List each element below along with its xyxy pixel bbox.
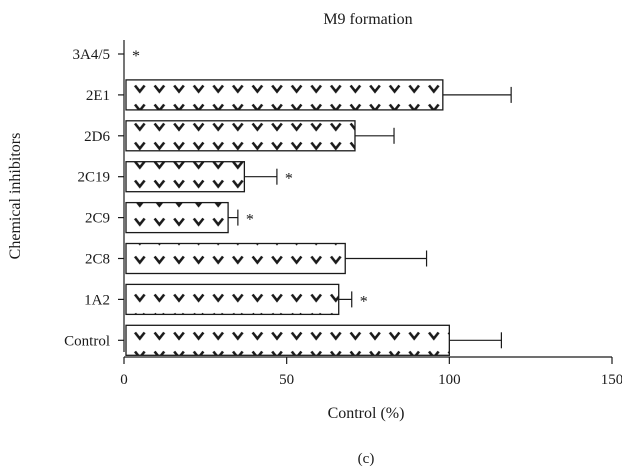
bars-group	[125, 79, 450, 356]
x-axis-label: Control (%)	[328, 405, 405, 422]
error-bars-group	[228, 86, 512, 349]
x-tick-label-0: 0	[120, 372, 128, 388]
chart-title: M9 formation	[323, 11, 412, 28]
bar-control	[125, 324, 450, 356]
y-tick-label-2c19: 2C19	[77, 170, 110, 186]
y-axis-ticks-group: Control 1A2 2C8 2C9 2C19 2D6 2E1 3A4/5	[64, 47, 124, 349]
y-axis-label: Chemical inhibitors	[7, 133, 24, 260]
bar-2d6	[125, 120, 356, 152]
figure-caption: (c)	[358, 451, 375, 467]
y-tick-label-2d6: 2D6	[84, 129, 110, 145]
significance-star-2c9: *	[246, 212, 254, 229]
bar-2c9	[125, 201, 229, 234]
significance-star-3a4-5: *	[132, 48, 140, 65]
y-tick-label-3a4-5: 3A4/5	[73, 47, 111, 63]
y-tick-label-2c9: 2C9	[85, 211, 110, 227]
y-tick-label-control: Control	[64, 333, 110, 349]
y-tick-label-2c8: 2C8	[85, 252, 110, 268]
x-tick-label-50: 50	[279, 372, 294, 388]
x-tick-label-150: 150	[601, 372, 622, 388]
y-tick-label-1a2: 1A2	[84, 292, 110, 308]
x-tick-label-100: 100	[438, 372, 461, 388]
bar-2c19	[125, 161, 246, 193]
significance-markers-group: * * * *	[132, 48, 368, 310]
significance-star-1a2: *	[360, 293, 368, 310]
bar-2e1	[125, 79, 444, 111]
bar-1a2	[125, 283, 340, 316]
x-axis-ticks-group: 0 50 100 150	[120, 357, 622, 388]
y-tick-label-2e1: 2E1	[86, 88, 110, 104]
bar-2c8	[125, 242, 346, 275]
significance-star-2c19: *	[285, 171, 293, 188]
